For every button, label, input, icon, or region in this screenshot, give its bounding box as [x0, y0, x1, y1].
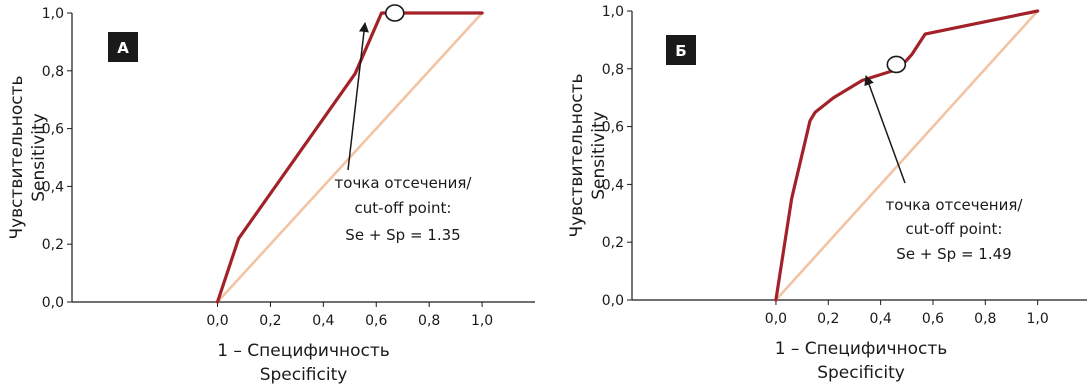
y-axis-title-en: Sensitivity — [589, 111, 609, 200]
annotation-text-line: точка отсечения/ — [335, 174, 473, 192]
y-tick-label: 0,6 — [602, 120, 624, 136]
x-tick-label: 0,4 — [312, 313, 334, 329]
y-tick-label: 0,6 — [42, 122, 64, 138]
x-tick-label: 0,0 — [206, 313, 228, 329]
x-axis-title-en: Specificity — [260, 365, 348, 385]
annotation-arrow — [864, 75, 906, 184]
y-tick-label: 0,8 — [42, 64, 64, 80]
x-tick-label: 0,6 — [922, 311, 944, 327]
roc-curve-line — [774, 9, 1040, 302]
x-tick-label: 0,2 — [259, 313, 281, 329]
reference-diagonal-line — [774, 9, 1039, 302]
x-tick-label: 1,0 — [471, 313, 493, 329]
annotation-text-line: cut-off point: — [906, 220, 1003, 238]
chart-panel-1: 0,0 0,2 0,4 0,6 0,8 1,0 0,0 0,2 0,4 0,6 0,8 1,0 1 – … — [7, 4, 535, 385]
y-axis-title: Чувствительность — [7, 75, 27, 239]
annotation-text-line: Se + Sp = 1.49 — [896, 245, 1011, 263]
x-tick-label: 0,4 — [869, 311, 891, 327]
annotation-text-line: точка отсечения/ — [886, 196, 1024, 214]
y-axis-title: Чувствительность — [567, 73, 587, 237]
roc-curve-line — [215, 11, 484, 304]
panel-label-text: А — [117, 39, 129, 57]
y-tick-label: 0,2 — [602, 235, 624, 251]
y-axis-title-en: Sensitivity — [29, 113, 49, 202]
panel-label-badge — [666, 35, 696, 65]
y-tick-label: 0,4 — [602, 177, 624, 193]
y-tick-label: 1,0 — [602, 4, 624, 20]
y-tick-label: 0,4 — [42, 179, 64, 195]
panel-label-text: Б — [675, 42, 686, 60]
x-tick-label: 1,0 — [1027, 311, 1049, 327]
x-axis-title: 1 – Специфичность — [775, 339, 948, 359]
y-tick-label: 0,0 — [42, 295, 64, 311]
annotation-arrow — [347, 22, 369, 171]
x-tick-label: 0,8 — [418, 313, 440, 329]
x-axis-title-en: Specificity — [817, 363, 905, 383]
x-axis-title: 1 – Специфичность — [217, 341, 390, 361]
y-tick-label: 1,0 — [42, 6, 64, 22]
annotation-text-line: Se + Sp = 1.35 — [345, 226, 460, 244]
annotation-text-line: cut-off point: — [355, 199, 452, 217]
y-tick-label: 0,0 — [602, 293, 624, 309]
x-tick-label: 0,6 — [365, 313, 387, 329]
x-tick-label: 0,8 — [974, 311, 996, 327]
chart-panel-2: 0,0 0,2 0,4 0,6 0,8 1,0 0,0 0,2 0,4 0,6 0,8 1,0 1 – … — [567, 4, 1087, 383]
x-tick-label: 0,0 — [765, 311, 787, 327]
y-tick-label: 0,2 — [42, 237, 64, 253]
y-tick-label: 0,8 — [602, 62, 624, 78]
x-tick-label: 0,2 — [817, 311, 839, 327]
cutoff-point-marker — [886, 55, 907, 74]
cutoff-point-marker — [384, 4, 405, 22]
panel-label-badge — [108, 32, 138, 62]
